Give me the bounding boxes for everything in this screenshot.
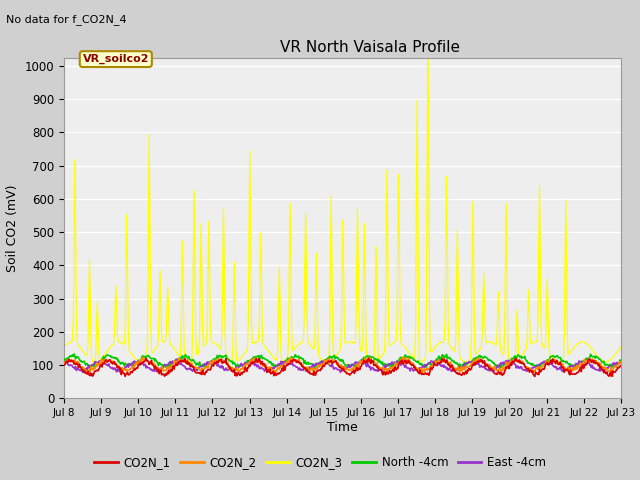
Legend: CO2N_1, CO2N_2, CO2N_3, North -4cm, East -4cm: CO2N_1, CO2N_2, CO2N_3, North -4cm, East… — [89, 452, 551, 474]
X-axis label: Time: Time — [327, 421, 358, 434]
Title: VR North Vaisala Profile: VR North Vaisala Profile — [280, 40, 460, 55]
Text: No data for f_CO2N_4: No data for f_CO2N_4 — [6, 14, 127, 25]
Y-axis label: Soil CO2 (mV): Soil CO2 (mV) — [6, 184, 19, 272]
Text: VR_soilco2: VR_soilco2 — [83, 54, 149, 64]
